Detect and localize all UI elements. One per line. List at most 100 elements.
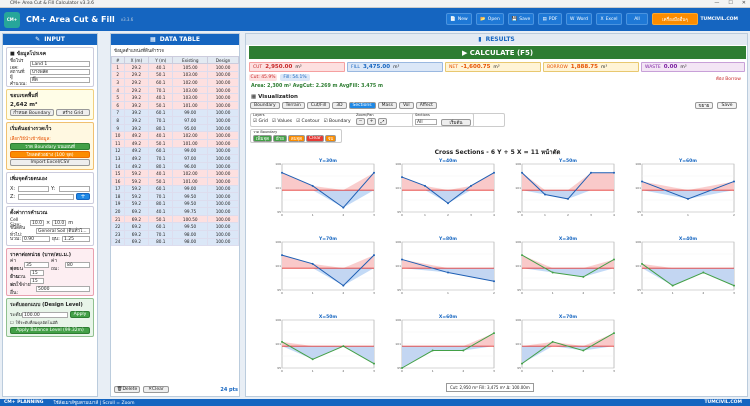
layer-toggle-boundary[interactable]: ☑ Boundary bbox=[323, 119, 351, 124]
import-csv-button[interactable]: Import Excel/CSV bbox=[10, 159, 90, 166]
table-cell[interactable]: 8 bbox=[111, 116, 125, 125]
viz-tab-cutfill[interactable]: Cut/Fill bbox=[306, 102, 331, 109]
draw-button-4[interactable]: จบ bbox=[324, 135, 337, 142]
table-cell[interactable]: 100.00 bbox=[207, 108, 239, 118]
table-cell[interactable]: 40.1 bbox=[148, 131, 174, 140]
table-cell[interactable]: 99.00 bbox=[172, 146, 209, 156]
draw-button-2[interactable]: ลบจุด bbox=[287, 135, 306, 142]
table-cell[interactable]: 69.2 bbox=[123, 222, 150, 232]
table-cell[interactable]: 50.1 bbox=[148, 176, 174, 186]
table-cell[interactable]: 99.00 bbox=[172, 184, 209, 194]
table-cell[interactable]: 100.00 bbox=[207, 116, 239, 125]
table-row[interactable]: 13 49.2 70.1 97.00 100.00 bbox=[111, 154, 239, 163]
load-sample-button[interactable]: โหลดตัวอย่าง (100 จุด) bbox=[10, 151, 90, 158]
table-cell[interactable]: 9 bbox=[111, 123, 125, 133]
table-cell[interactable]: 100.00 bbox=[207, 154, 239, 163]
table-cell[interactable]: 4 bbox=[111, 85, 125, 95]
table-row[interactable]: 3 29.2 60.1 102.00 100.00 bbox=[111, 78, 239, 87]
table-cell[interactable]: 59.2 bbox=[123, 192, 150, 201]
table-cell[interactable]: 50.1 bbox=[148, 214, 174, 224]
table-cell[interactable]: 100.00 bbox=[207, 222, 239, 232]
table-cell[interactable]: 49.2 bbox=[123, 131, 150, 140]
owner-input[interactable]: ดิ๊ด bbox=[30, 76, 90, 83]
table-cell[interactable]: 20 bbox=[111, 207, 125, 216]
table-cell[interactable]: 100.00 bbox=[207, 100, 239, 110]
table-row[interactable]: 15 59.2 40.1 102.00 100.00 bbox=[111, 169, 239, 178]
apply-balance-button[interactable]: Apply Balance Level (99.32m) bbox=[10, 327, 90, 334]
table-cell[interactable]: 100.00 bbox=[207, 123, 239, 133]
table-cell[interactable]: 40.1 bbox=[148, 169, 174, 178]
haul-input[interactable]: 15 bbox=[30, 269, 44, 276]
table-cell[interactable]: 59.2 bbox=[123, 169, 150, 178]
table-cell[interactable]: 11 bbox=[111, 138, 125, 148]
table-cell[interactable]: 99.75 bbox=[172, 207, 209, 216]
table-cell[interactable]: 40.1 bbox=[148, 207, 174, 216]
table-cell[interactable]: 18 bbox=[111, 192, 125, 201]
draw-button-0[interactable]: เพิ่มจุด bbox=[253, 135, 273, 142]
table-cell[interactable]: 100.00 bbox=[207, 70, 239, 80]
viz-tab-sections[interactable]: Sections bbox=[348, 102, 376, 109]
table-cell[interactable]: 50.1 bbox=[148, 138, 174, 148]
design-level-input[interactable]: 100.00 bbox=[22, 311, 68, 318]
table-cell[interactable]: 40.1 bbox=[148, 93, 174, 102]
table-cell[interactable]: 39.2 bbox=[123, 93, 150, 102]
table-cell[interactable]: 70.1 bbox=[148, 154, 174, 163]
table-cell[interactable]: 69.2 bbox=[123, 237, 150, 247]
table-cell[interactable]: 102.00 bbox=[172, 78, 209, 87]
swell-input[interactable]: 0.90 bbox=[22, 235, 50, 242]
table-cell[interactable]: 100.00 bbox=[207, 176, 239, 186]
table-row[interactable]: 7 39.2 60.1 99.00 100.00 bbox=[111, 108, 239, 118]
table-cell[interactable]: 50.1 bbox=[148, 100, 174, 110]
table-row[interactable]: 18 59.2 70.1 99.50 100.00 bbox=[111, 192, 239, 201]
table-row[interactable]: 23 69.2 70.1 98.00 100.00 bbox=[111, 230, 239, 239]
layer-toggle-grid[interactable]: ☑ Grid bbox=[253, 119, 268, 124]
table-row[interactable]: 12 49.2 60.1 99.00 100.00 bbox=[111, 146, 239, 156]
table-cell[interactable]: 80.1 bbox=[148, 161, 174, 171]
column-header[interactable]: Design bbox=[207, 56, 239, 64]
column-header[interactable]: X (m) bbox=[123, 56, 150, 64]
table-cell[interactable]: 98.00 bbox=[172, 237, 209, 247]
table-row[interactable]: 17 59.2 60.1 99.00 100.00 bbox=[111, 184, 239, 194]
table-cell[interactable]: 14 bbox=[111, 161, 125, 171]
delete-row-button[interactable]: 🗑 Delete bbox=[114, 386, 140, 393]
table-cell[interactable]: 60.1 bbox=[148, 222, 174, 232]
table-cell[interactable]: 99.50 bbox=[172, 222, 209, 232]
maximize-icon[interactable]: ☐ bbox=[728, 0, 733, 6]
y-input[interactable] bbox=[59, 185, 90, 192]
new-button[interactable]: 📄 New bbox=[446, 13, 472, 25]
fit-icon[interactable]: ⤢ bbox=[378, 118, 387, 125]
clear-table-button[interactable]: ✕ Clear bbox=[143, 386, 169, 393]
table-cell[interactable]: 102.00 bbox=[172, 131, 209, 140]
table-cell[interactable]: 49.2 bbox=[123, 161, 150, 171]
column-header[interactable]: Y (m) bbox=[148, 56, 174, 64]
cell-size-y-input[interactable]: 10.0 bbox=[52, 219, 67, 226]
table-cell[interactable]: 29.2 bbox=[123, 85, 150, 95]
table-cell[interactable]: 39.2 bbox=[123, 100, 150, 110]
table-cell[interactable]: 3 bbox=[111, 78, 125, 87]
table-cell[interactable]: 100.00 bbox=[207, 199, 239, 209]
table-cell[interactable]: 40.1 bbox=[148, 63, 174, 72]
table-cell[interactable]: 59.2 bbox=[123, 184, 150, 194]
table-cell[interactable]: 100.00 bbox=[207, 237, 239, 247]
fill-cost-input[interactable]: 80 bbox=[65, 261, 90, 268]
x-input[interactable] bbox=[18, 185, 49, 192]
table-cell[interactable]: 100.00 bbox=[207, 63, 239, 72]
create-grid-button[interactable]: สร้าง Grid bbox=[55, 109, 90, 116]
table-cell[interactable]: 2 bbox=[111, 70, 125, 80]
table-cell[interactable]: 99.50 bbox=[172, 192, 209, 201]
table-cell[interactable]: 99.50 bbox=[172, 199, 209, 209]
table-cell[interactable]: 5 bbox=[111, 93, 125, 102]
layer-toggle-values[interactable]: ☑ Values bbox=[271, 119, 293, 124]
table-cell[interactable]: 80.1 bbox=[148, 237, 174, 247]
table-row[interactable]: 14 49.2 80.1 96.00 100.00 bbox=[111, 161, 239, 171]
other-cost-input[interactable]: 5000 bbox=[36, 285, 90, 292]
table-cell[interactable]: 59.2 bbox=[123, 176, 150, 186]
table-cell[interactable]: 60.1 bbox=[148, 146, 174, 156]
table-cell[interactable]: 100.00 bbox=[207, 131, 239, 140]
viz-tab-vol[interactable]: Vol bbox=[398, 102, 414, 109]
table-row[interactable]: 6 39.2 50.1 101.00 100.00 bbox=[111, 100, 239, 110]
add-point-button[interactable]: + bbox=[76, 193, 90, 200]
draw-button-3[interactable]: Clear bbox=[306, 135, 324, 142]
table-cell[interactable]: 100.00 bbox=[207, 78, 239, 87]
viz-tab-3d[interactable]: 3D bbox=[332, 102, 347, 109]
